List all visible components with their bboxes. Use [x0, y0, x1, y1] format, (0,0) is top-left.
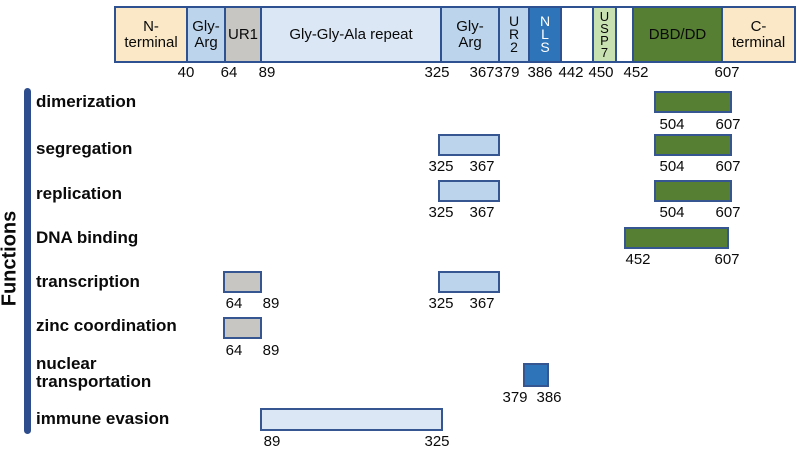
domain-segment-spacer-1: [560, 8, 592, 61]
region-box-segregation-dbd: [654, 134, 732, 156]
region-box-segregation-glyarg: [438, 134, 500, 156]
function-label-dna-binding: DNA binding: [36, 228, 139, 247]
domain-tick-442: 442: [558, 64, 584, 81]
region-end-number: 367: [469, 204, 495, 221]
region-start-number: 64: [225, 342, 243, 359]
region-box-nuclear-nls: [523, 363, 549, 387]
region-end-number: 607: [715, 158, 741, 175]
region-end-number: 367: [469, 158, 495, 175]
domain-segment-nls: N L S: [528, 8, 560, 61]
domain-segment-gly-arg-2: Gly- Arg: [440, 8, 498, 61]
region-start-number: 379: [502, 389, 528, 406]
domain-tick-452: 452: [623, 64, 649, 81]
domain-segment-usp7: U S P 7: [592, 8, 615, 61]
region-start-number: 504: [659, 158, 685, 175]
domain-tick-325: 325: [424, 64, 450, 81]
domain-segment-spacer-2: [615, 8, 632, 61]
domain-tick-386: 386: [527, 64, 553, 81]
region-end-number: 607: [714, 251, 740, 268]
region-end-number: 89: [262, 342, 280, 359]
domain-segment-ur1: UR1: [224, 8, 260, 61]
domain-segment-gga-repeat: Gly-Gly-Ala repeat: [260, 8, 440, 61]
region-start-number: 325: [428, 295, 454, 312]
domain-bar: N- terminal Gly- Arg UR1 Gly-Gly-Ala rep…: [114, 6, 796, 63]
function-label-immune-evasion: immune evasion: [36, 409, 170, 428]
domain-tick-367: 367: [469, 64, 495, 81]
domain-segment-ur2: U R 2: [498, 8, 528, 61]
function-label-segregation: segregation: [36, 139, 133, 158]
domain-segment-gly-arg-1: Gly- Arg: [186, 8, 224, 61]
region-end-number: 89: [262, 295, 280, 312]
region-box-transcription-ur1: [223, 271, 262, 293]
region-start-number: 325: [428, 204, 454, 221]
function-label-zinc-coordination: zinc coordination: [36, 316, 177, 335]
region-box-replication-glyarg: [438, 180, 500, 202]
region-end-number: 386: [536, 389, 562, 406]
domain-segment-n-terminal: N- terminal: [116, 8, 186, 61]
region-start-number: 504: [659, 116, 685, 133]
function-label-replication: replication: [36, 184, 122, 203]
region-box-replication-dbd: [654, 180, 732, 202]
function-label-nuclear-transportation: nuclear transportation: [36, 354, 152, 391]
functions-axis-label: Functions: [0, 158, 24, 358]
region-start-number: 89: [263, 433, 281, 450]
region-box-immune-repeat: [260, 408, 443, 431]
region-end-number: 325: [424, 433, 450, 450]
domain-tick-379: 379: [494, 64, 520, 81]
domain-tick-40: 40: [177, 64, 195, 81]
domain-tick-64: 64: [220, 64, 238, 81]
domain-tick-89: 89: [258, 64, 276, 81]
region-start-number: 64: [225, 295, 243, 312]
region-start-number: 325: [428, 158, 454, 175]
region-start-number: 504: [659, 204, 685, 221]
domain-tick-607: 607: [714, 64, 740, 81]
region-box-transcription-glyarg: [438, 271, 500, 293]
functions-axis-label-text: Functions: [0, 210, 21, 306]
function-label-transcription: transcription: [36, 272, 140, 291]
region-end-number: 607: [715, 204, 741, 221]
domain-segment-dbd-dd: DBD/DD: [632, 8, 721, 61]
domain-tick-450: 450: [588, 64, 614, 81]
region-end-number: 607: [715, 116, 741, 133]
region-box-zinc-ur1: [223, 317, 262, 339]
region-box-dimerization-dbd: [654, 91, 732, 113]
region-start-number: 452: [625, 251, 651, 268]
region-end-number: 367: [469, 295, 495, 312]
region-box-dna-binding-dbd: [624, 227, 729, 249]
function-label-dimerization: dimerization: [36, 92, 137, 111]
domain-segment-c-terminal: C- terminal: [721, 8, 794, 61]
functions-axis-bar: [24, 88, 31, 434]
